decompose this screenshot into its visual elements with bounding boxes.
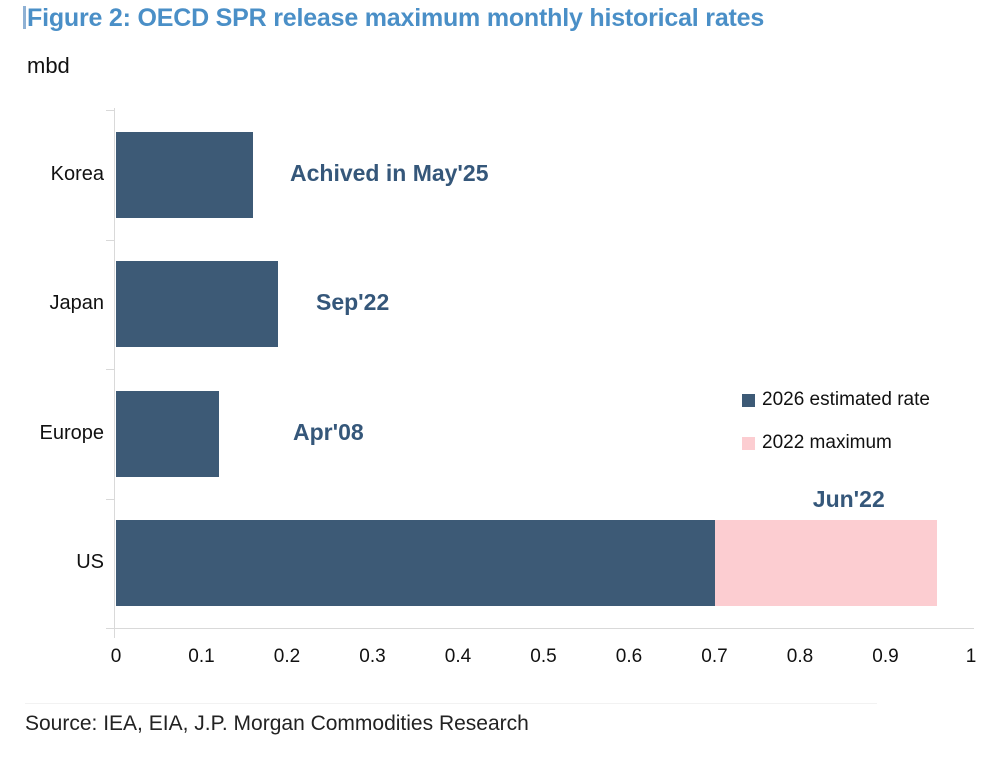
source-note: Source: IEA, EIA, J.P. Morgan Commoditie…	[25, 712, 529, 735]
x-tick-label: 0.5	[530, 646, 557, 667]
legend: 2026 estimated rate 2022 maximum	[742, 389, 930, 475]
x-tick-label: 0.6	[615, 646, 643, 667]
y-axis-tick	[106, 498, 114, 500]
figure-title: Figure 2: OECD SPR release maximum month…	[27, 4, 765, 32]
bar-segment-estimated	[116, 261, 279, 348]
unit-label: mbd	[27, 53, 70, 78]
x-tick-label: 1	[965, 646, 977, 667]
x-tick-label: 0.2	[273, 646, 301, 667]
accent-tick	[23, 6, 26, 29]
y-axis-tick	[106, 239, 114, 241]
category-label: Europe	[39, 421, 105, 444]
x-tick-label: 0.4	[444, 646, 472, 667]
bar-segment-maximum	[714, 520, 937, 607]
bar-annotation: Sep'22	[316, 289, 390, 316]
y-axis-line	[114, 108, 115, 638]
legend-swatch-estimated-icon	[742, 393, 755, 407]
x-tick-label: 0.3	[359, 646, 386, 667]
y-axis-tick	[106, 110, 114, 111]
bar-annotation: Achived in May'25	[290, 159, 489, 186]
x-tick-label: 0.1	[188, 646, 215, 667]
category-label: Korea	[50, 162, 104, 185]
category-label: US	[76, 551, 104, 574]
y-axis-tick	[106, 628, 114, 629]
bar-segment-estimated	[116, 131, 253, 218]
x-tick-label: 0.9	[872, 646, 899, 667]
legend-label-maximum: 2022 maximum	[762, 432, 892, 453]
legend-swatch-maximum-icon	[742, 436, 755, 450]
x-axis-line	[114, 628, 974, 629]
x-tick-label: 0.7	[701, 646, 728, 667]
y-axis-tick	[106, 369, 114, 370]
legend-item-estimated: 2026 estimated rate	[742, 389, 930, 411]
bar-segment-estimated	[116, 520, 715, 607]
legend-item-maximum: 2022 maximum	[742, 432, 930, 454]
legend-label-estimated: 2026 estimated rate	[762, 389, 930, 410]
separator-line	[25, 703, 877, 704]
bar-segment-estimated	[116, 390, 219, 477]
bar-annotation: Apr'08	[293, 418, 364, 445]
bar-annotation: Jun'22	[812, 486, 885, 513]
x-tick-label: 0.8	[786, 646, 814, 667]
x-tick-label: 0	[110, 646, 122, 667]
category-label: Japan	[49, 292, 105, 315]
